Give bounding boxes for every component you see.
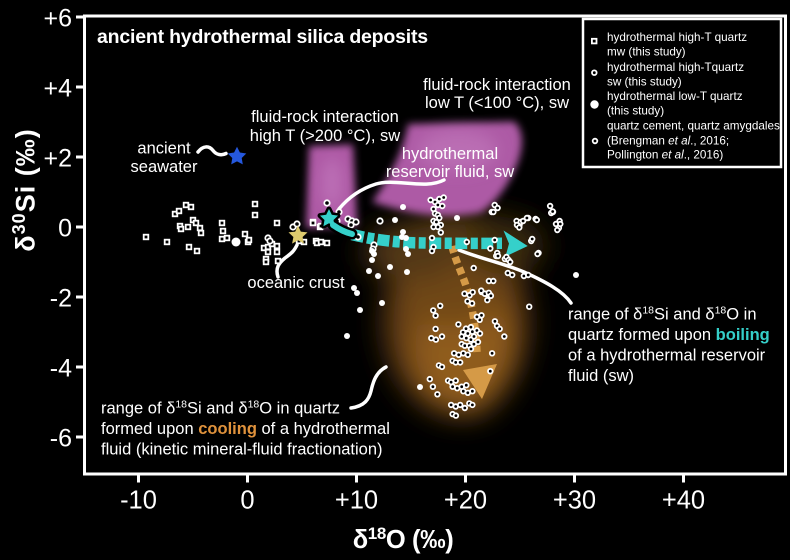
svg-text:high T (>200 °C), sw: high T (>200 °C), sw [250, 127, 401, 145]
svg-text:-6: -6 [50, 425, 72, 453]
svg-text:low T (<100 °C), sw: low T (<100 °C), sw [425, 94, 569, 112]
svg-text:range of δ18Si and δ18O in: range of δ18Si and δ18O in [568, 305, 757, 324]
svg-text:-2: -2 [50, 285, 72, 313]
svg-text:+40: +40 [662, 487, 705, 515]
svg-text:mw (this study): mw (this study) [607, 46, 686, 59]
svg-text:hydrothermal low-T quartz: hydrothermal low-T quartz [607, 90, 743, 103]
svg-text:oceanic crust: oceanic crust [247, 274, 345, 292]
svg-text:ancient: ancient [137, 140, 191, 158]
svg-text:hydrothermal: hydrothermal [402, 145, 498, 163]
svg-text:+30: +30 [553, 487, 596, 515]
svg-text:+4: +4 [43, 75, 72, 103]
svg-text:+10: +10 [335, 487, 378, 515]
svg-text:hydrothermal high-Tquartz: hydrothermal high-Tquartz [607, 61, 744, 74]
svg-text:quartz formed upon boiling: quartz formed upon boiling [568, 326, 770, 344]
svg-text:fluid-rock interaction: fluid-rock interaction [251, 108, 399, 126]
svg-text:fluid-rock interaction: fluid-rock interaction [423, 76, 571, 94]
svg-text:-10: -10 [120, 487, 157, 515]
svg-text:0: 0 [58, 215, 72, 243]
svg-text:of a hydrothermal reservoir: of a hydrothermal reservoir [568, 347, 766, 365]
svg-text:fluid (sw): fluid (sw) [568, 367, 634, 385]
svg-text:hydrothermal high-T quartz: hydrothermal high-T quartz [607, 31, 747, 44]
svg-text:fluid (kinetic mineral-fluid f: fluid (kinetic mineral-fluid fractionati… [101, 441, 383, 459]
svg-text:quartz cement, quartz amygdale: quartz cement, quartz amygdales [607, 120, 780, 133]
svg-text:δ18O (‰): δ18O (‰) [353, 524, 454, 554]
svg-text:Pollington et al., 2016): Pollington et al., 2016) [607, 149, 723, 162]
svg-text:-4: -4 [50, 355, 72, 383]
svg-text:sw (this study): sw (this study) [607, 76, 682, 89]
svg-text:formed upon cooling of a hydro: formed upon cooling of a hydrothermal [101, 420, 390, 438]
svg-text:0: 0 [240, 487, 254, 515]
svg-text:seawater: seawater [131, 158, 198, 176]
svg-text:+20: +20 [444, 487, 487, 515]
svg-text:+2: +2 [43, 145, 72, 173]
svg-text:reservoir fluid, sw: reservoir fluid, sw [386, 163, 514, 181]
svg-text:(Brengman et al., 2016;: (Brengman et al., 2016; [607, 135, 729, 148]
svg-text:(this study): (this study) [607, 105, 664, 118]
svg-text:+6: +6 [43, 5, 72, 33]
svg-text:ancient hydrothermal silica de: ancient hydrothermal silica deposits [97, 26, 428, 48]
svg-text:range of δ18Si and δ18O in qua: range of δ18Si and δ18O in quartz [101, 399, 340, 418]
